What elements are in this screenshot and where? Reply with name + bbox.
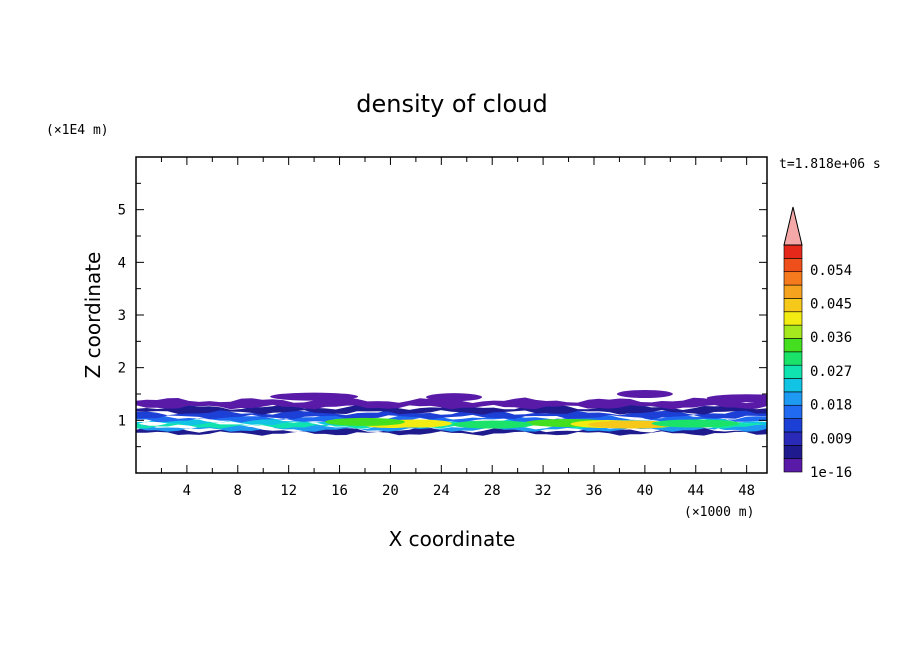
colorbar-swatch [783, 378, 803, 393]
density-patch [706, 394, 767, 403]
x-tick-label: 48 [738, 483, 755, 499]
density-band [136, 409, 767, 420]
x-tick-label: 12 [280, 483, 297, 499]
density-band [136, 397, 767, 410]
colorbar-label: 1e-16 [810, 465, 852, 481]
colorbar-swatch [783, 284, 803, 299]
x-tick-label: 32 [535, 483, 552, 499]
colorbar-swatch [783, 444, 803, 459]
colorbar-swatch [783, 338, 803, 353]
x-axis-title: X coordinate [389, 527, 516, 551]
x-tick-label: 40 [636, 483, 653, 499]
y-axis-title: Z coordinate [81, 252, 105, 379]
colorbar-swatch [783, 258, 803, 273]
x-tick-label: 4 [183, 483, 191, 499]
x-tick-label: 8 [234, 483, 242, 499]
chart-title: density of cloud [356, 90, 547, 118]
density-patch [452, 420, 533, 429]
colorbar-swatch [783, 458, 803, 473]
colorbar-swatch [783, 404, 803, 419]
colorbar-swatch [783, 418, 803, 433]
colorbar-swatch [783, 271, 803, 286]
x-tick-label: 20 [382, 483, 399, 499]
y-unit-label: (×1E4 m) [46, 123, 109, 138]
colorbar: 1e-16 0.009 0.018 0.027 0.036 0.045 0.054 [783, 206, 852, 481]
y-tick-label: 3 [118, 308, 126, 324]
colorbar-swatch [783, 391, 803, 406]
x-unit-label: (×1000 m) [684, 505, 754, 520]
colorbar-swatch [783, 324, 803, 339]
colorbar-label: 0.018 [810, 398, 852, 414]
colorbar-swatch [783, 431, 803, 446]
x-tick-label: 44 [687, 483, 704, 499]
x-tick-label: 16 [331, 483, 348, 499]
density-band [136, 423, 767, 432]
density-band [136, 404, 767, 415]
colorbar-label: 0.036 [810, 330, 852, 346]
density-patch [426, 393, 483, 402]
x-tick-label: 24 [433, 483, 450, 499]
y-axis-ticks: 1 2 3 4 5 [118, 156, 767, 448]
y-tick-label: 5 [118, 203, 126, 219]
x-axis-ticks: 4 8 12 16 20 24 28 32 36 40 44 48 [160, 157, 755, 499]
colorbar-extend-arrow [783, 206, 803, 246]
colorbar-swatch [783, 311, 803, 326]
y-tick-label: 2 [118, 361, 126, 377]
density-patch [651, 419, 740, 428]
colorbar-swatch [783, 244, 803, 259]
density-patch [270, 392, 359, 401]
colorbar-swatch [783, 351, 803, 366]
colorbar-label: 0.054 [810, 263, 852, 279]
density-patch [616, 390, 673, 398]
time-label: t=1.818e+06 s [779, 157, 881, 172]
density-patch [324, 417, 405, 426]
y-tick-label: 4 [118, 255, 126, 271]
y-tick-label: 1 [118, 413, 126, 429]
colorbar-label: 0.045 [810, 297, 852, 313]
x-tick-label: 36 [586, 483, 603, 499]
x-tick-label: 28 [484, 483, 501, 499]
colorbar-label: 0.009 [810, 431, 852, 447]
colorbar-label: 0.027 [810, 364, 852, 380]
colorbar-swatch [783, 364, 803, 379]
density-field [136, 390, 767, 436]
colorbar-swatch [783, 298, 803, 313]
density-band [136, 420, 767, 429]
